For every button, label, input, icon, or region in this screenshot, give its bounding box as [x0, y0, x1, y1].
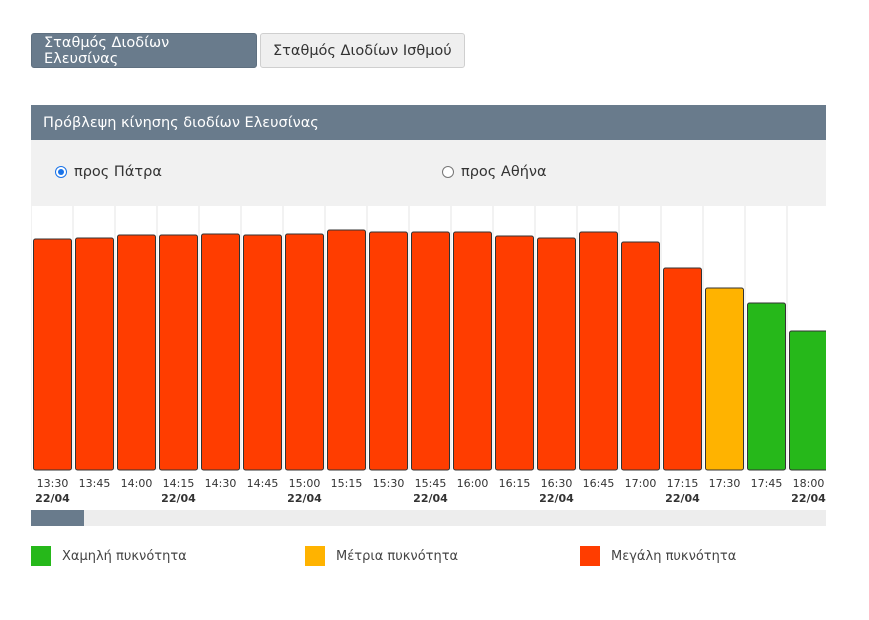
- x-date-label: 22/04: [791, 492, 826, 505]
- legend-item-high: Μεγάλη πυκνότητα: [580, 546, 736, 566]
- x-tick-label: 18:00: [793, 477, 825, 490]
- x-tick-label: 15:15: [331, 477, 363, 490]
- legend-swatch-high: [580, 546, 600, 566]
- direction-option-athina[interactable]: προς Αθήνα: [442, 164, 547, 180]
- x-tick-label: 17:15: [667, 477, 699, 490]
- x-tick-label: 13:30: [37, 477, 69, 490]
- chart-bar: [243, 234, 282, 471]
- x-tick-label: 14:30: [205, 477, 237, 490]
- chart-bar: [33, 238, 72, 471]
- x-tick-label: 16:45: [583, 477, 615, 490]
- tab-isthmos[interactable]: Σταθμός Διοδίων Ισθμού: [260, 33, 465, 68]
- traffic-forecast-chart: 13:30 22/04 13:45 14:00 14:15 22/04 14:30 14:45…: [31, 206, 826, 505]
- scrollbar-thumb[interactable]: [31, 510, 84, 526]
- radio-unchecked-icon[interactable]: [442, 166, 454, 178]
- x-date-label: 22/04: [287, 492, 322, 505]
- x-date-label: 22/04: [413, 492, 448, 505]
- station-tabs: Σταθμός Διοδίων Ελευσίνας Σταθμός Διοδίω…: [31, 33, 465, 68]
- chart-bar: [117, 234, 156, 471]
- direction-option-patra[interactable]: προς Πάτρα: [55, 164, 162, 180]
- x-tick-label: 15:45: [415, 477, 447, 490]
- chart-bar: [327, 229, 366, 471]
- x-tick-label: 14:45: [247, 477, 279, 490]
- x-tick-label: 14:00: [121, 477, 153, 490]
- x-tick-label: 14:15: [163, 477, 195, 490]
- x-tick-label: 16:15: [499, 477, 531, 490]
- chart-bar: [201, 233, 240, 471]
- chart-bar: [159, 234, 198, 471]
- chart-bar: [75, 237, 114, 471]
- chart-bar: [411, 231, 450, 471]
- chart-bar: [747, 302, 786, 471]
- chart-scrollbar[interactable]: [31, 510, 826, 526]
- x-date-label: 22/04: [161, 492, 196, 505]
- legend-item-medium: Μέτρια πυκνότητα: [305, 546, 458, 566]
- x-date-label: 22/04: [665, 492, 700, 505]
- x-tick-label: 15:00: [289, 477, 321, 490]
- x-date-label: 22/04: [539, 492, 574, 505]
- tab-elefsina[interactable]: Σταθμός Διοδίων Ελευσίνας: [31, 33, 257, 68]
- chart-bar: [453, 231, 492, 471]
- radio-checked-icon[interactable]: [55, 166, 67, 178]
- chart-bar: [789, 330, 826, 471]
- legend-item-low: Χαμηλή πυκνότητα: [31, 546, 187, 566]
- legend-label-high: Μεγάλη πυκνότητα: [611, 548, 737, 564]
- chart-bar: [285, 233, 324, 471]
- legend-swatch-medium: [305, 546, 325, 566]
- panel-title: Πρόβλεψη κίνησης διοδίων Ελευσίνας: [31, 105, 826, 140]
- x-date-label: 22/04: [35, 492, 70, 505]
- x-tick-label: 17:30: [709, 477, 741, 490]
- chart-bar: [495, 235, 534, 471]
- x-tick-label: 15:30: [373, 477, 405, 490]
- x-tick-label: 16:30: [541, 477, 573, 490]
- chart-bar: [579, 231, 618, 471]
- x-tick-label: 17:00: [625, 477, 657, 490]
- chart-bar: [369, 231, 408, 471]
- legend-swatch-low: [31, 546, 51, 566]
- x-tick-label: 17:45: [751, 477, 783, 490]
- chart-bar: [705, 287, 744, 471]
- x-tick-label: 16:00: [457, 477, 489, 490]
- x-tick-label: 13:45: [79, 477, 111, 490]
- direction-label: προς Αθήνα: [461, 164, 547, 180]
- chart-bar: [663, 267, 702, 471]
- direction-selector: προς Πάτρα προς Αθήνα: [31, 140, 826, 206]
- legend-label-medium: Μέτρια πυκνότητα: [336, 548, 459, 564]
- chart-bar: [537, 237, 576, 471]
- chart-bar: [621, 241, 660, 471]
- direction-label: προς Πάτρα: [74, 164, 162, 180]
- legend-label-low: Χαμηλή πυκνότητα: [62, 548, 187, 564]
